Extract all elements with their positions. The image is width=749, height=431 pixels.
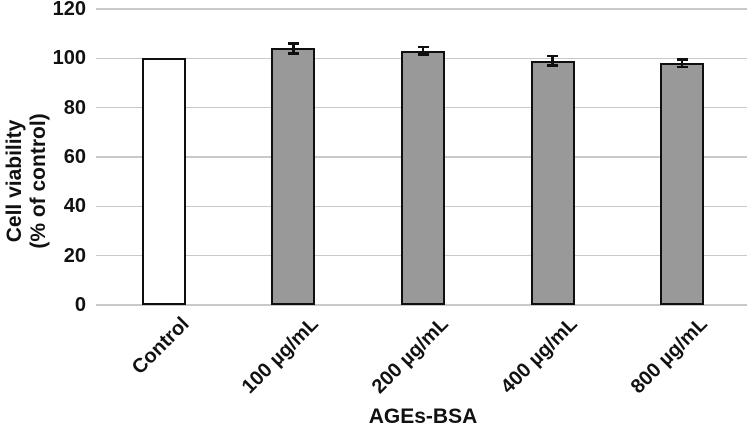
- y-tick-label-100: 100: [52, 47, 86, 70]
- bar-400-g-ml: [530, 60, 575, 305]
- error-bar-whisker: [292, 43, 295, 54]
- y-axis-title-line1: Cell viability: [3, 119, 26, 243]
- gridline-120: [96, 8, 747, 10]
- error-bar-whisker: [680, 59, 684, 67]
- x-tick-label-4: 800 µg/mL: [626, 313, 712, 399]
- x-tick-label-1: 100 µg/mL: [237, 313, 323, 399]
- bar-200-g-ml: [401, 50, 445, 305]
- x-tick-label-2: 200 µg/mL: [367, 313, 453, 399]
- x-tick-label-3: 400 µg/mL: [497, 313, 583, 399]
- y-tick-label-0: 0: [74, 294, 86, 316]
- error-bar-cap: [676, 65, 688, 69]
- error-bar-cap: [417, 45, 429, 49]
- bar-control: [141, 58, 186, 305]
- y-tick-label-120: 120: [52, 0, 86, 20]
- y-tick-label-20: 20: [63, 244, 86, 267]
- y-tick-label-40: 40: [63, 195, 86, 218]
- error-bar-cap: [547, 64, 559, 67]
- gridline-0: [96, 304, 747, 306]
- x-tick-label-0: Control: [127, 313, 194, 379]
- error-bar-cap: [287, 42, 299, 45]
- y-axis-title-line2: (% of control): [27, 113, 50, 249]
- bar-100-g-ml: [271, 48, 316, 305]
- y-axis-title: Cell viability (% of control): [3, 31, 51, 331]
- y-tick-label-80: 80: [63, 96, 86, 119]
- error-bar-whisker: [551, 55, 554, 66]
- error-bar-whisker: [421, 47, 425, 55]
- error-bar-cap: [547, 54, 559, 58]
- y-tick-label-60: 60: [63, 146, 86, 168]
- bar-800-g-ml: [660, 63, 705, 305]
- x-axis-title: AGEs-BSA: [368, 405, 478, 428]
- error-bar-cap: [287, 52, 299, 55]
- error-bar-cap: [417, 53, 429, 56]
- error-bar-cap: [676, 58, 688, 61]
